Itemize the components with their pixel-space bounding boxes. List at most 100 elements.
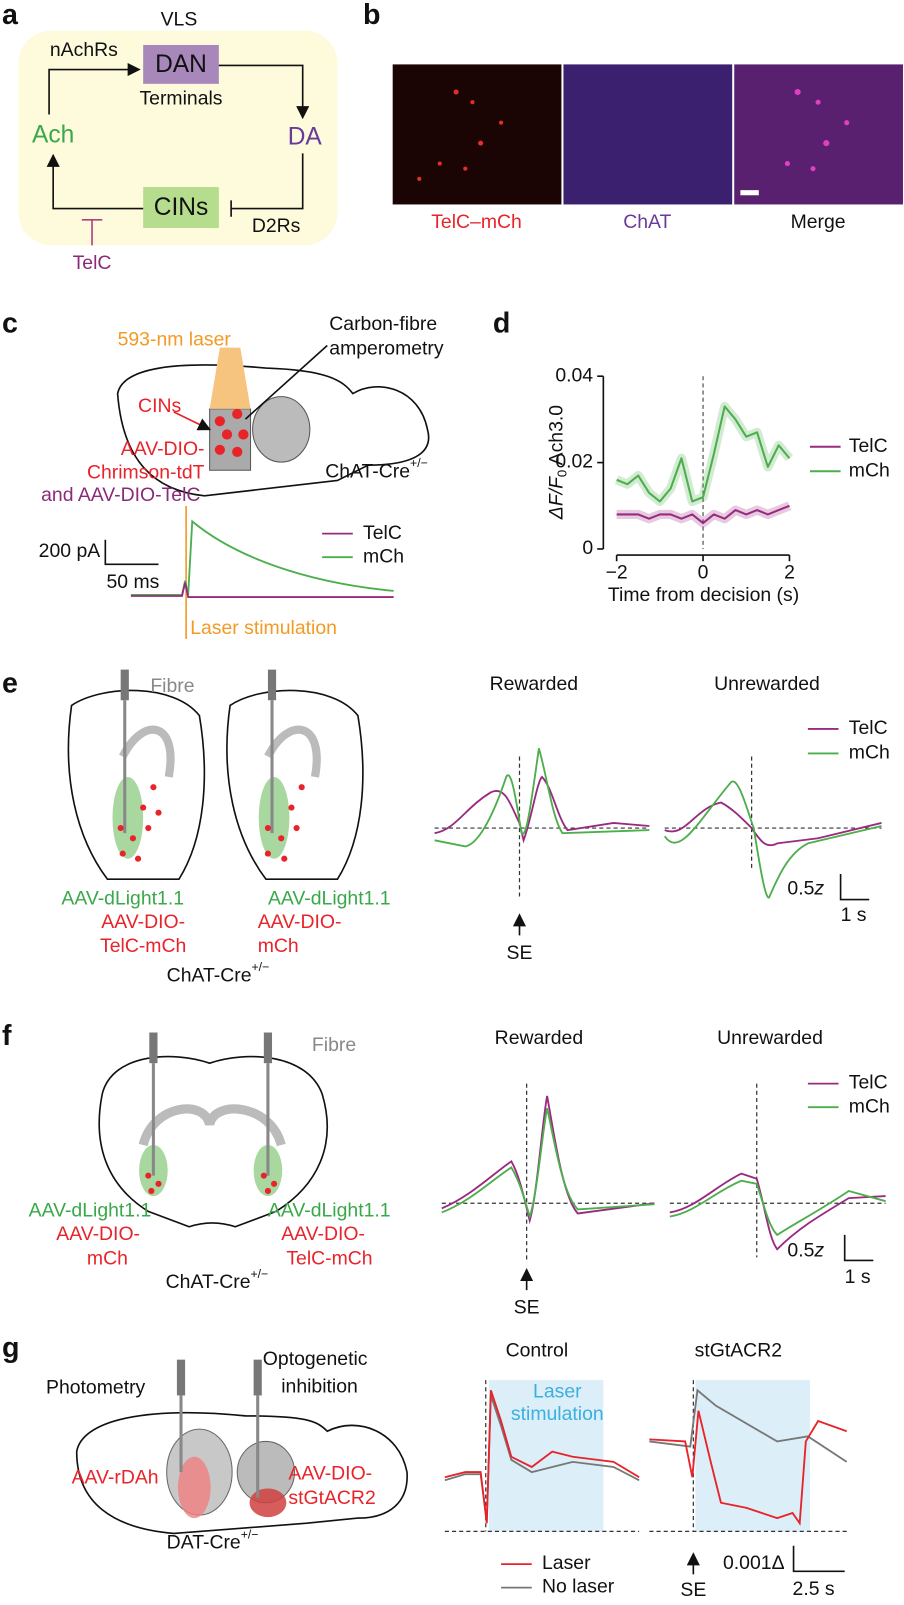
method-label: Photometry: [46, 1376, 146, 1398]
stim-label: stimulation: [511, 1403, 604, 1425]
plot-title: Unrewarded: [717, 1027, 823, 1049]
circle: [298, 784, 305, 791]
circle: [278, 835, 285, 842]
shape: [434, 756, 882, 900]
mouse-label: DAT-Cre+/−: [167, 1528, 259, 1554]
circle: [221, 429, 233, 440]
circle: [214, 416, 225, 427]
virus-label: AAV-DIO-: [281, 1223, 365, 1245]
circle: [145, 1172, 152, 1179]
plot-title: stGtACR2: [695, 1340, 782, 1362]
virus-label: AAV-rDAh: [72, 1466, 159, 1488]
circle: [145, 824, 152, 832]
scale-unit: z: [813, 1239, 824, 1261]
circle: [260, 1172, 267, 1179]
mouse: ChAT-Cre: [167, 964, 252, 986]
circle: [140, 804, 147, 811]
circle: [214, 444, 225, 455]
event-label: SE: [514, 1297, 540, 1319]
legend-label: TelC: [849, 1072, 888, 1094]
y-axis-label: ΔF/F0 Ach3.0: [545, 405, 569, 520]
mouse-sup: +/−: [251, 1267, 269, 1281]
panel-letter: c: [2, 308, 18, 340]
trace: [130, 519, 394, 596]
target: [258, 776, 290, 859]
circle: [844, 120, 850, 126]
virus-label: AAV-DIO-: [288, 1462, 372, 1484]
target: [112, 776, 144, 859]
circle: [119, 850, 126, 857]
circle: [417, 176, 422, 181]
circle: [264, 1187, 271, 1195]
shape: [663, 780, 882, 899]
virus-label: AAV-dLight1.1: [268, 1200, 391, 1222]
shape: [669, 1172, 886, 1251]
cins-box: [143, 187, 219, 228]
virus-label: mCh: [87, 1248, 128, 1270]
panel-f: f Fibre AAV-dLight1.1 AAV-DIO- mCh AAV-d…: [2, 1020, 890, 1318]
circle: [437, 161, 442, 166]
brain-section: [226, 689, 364, 880]
scale-label: 1 s: [841, 904, 867, 926]
panel-c: c 593-nm laser Carbon-fibre amperometry …: [2, 308, 444, 639]
y-tick-label: 0.02: [555, 451, 593, 473]
fibre-label: Fibre: [150, 675, 194, 697]
virus-label: mCh: [258, 935, 299, 957]
shape: [669, 1179, 886, 1237]
virus-label: TelC-mCh: [286, 1248, 372, 1270]
circle: [155, 809, 162, 816]
virus-label: Chrimson-tdT: [87, 461, 205, 483]
virus-label: TelC-mCh: [100, 935, 186, 957]
shape: [444, 1395, 640, 1522]
circle: [232, 408, 243, 420]
scale-bar: [740, 190, 759, 196]
shape: [434, 748, 650, 848]
panel-letter: b: [363, 0, 380, 31]
mouse: DAT-Cre: [167, 1532, 241, 1554]
region-label: VLS: [161, 9, 198, 31]
event-label: SE: [507, 942, 533, 964]
circle: [470, 100, 475, 105]
shape: [441, 1107, 655, 1220]
circle: [293, 824, 300, 832]
mouse-label: ChAT-Cre+/−: [166, 1267, 269, 1293]
circle: [129, 835, 137, 842]
legend-label: TelC: [849, 717, 888, 739]
method-label: amperometry: [329, 338, 444, 360]
shape: [649, 1410, 848, 1526]
legend-label: TelC: [363, 522, 402, 544]
circle: [150, 784, 157, 791]
inhibit: [81, 218, 103, 246]
panel-letter: a: [2, 0, 19, 31]
blocker-label: TelC: [73, 252, 112, 274]
event-label: SE: [680, 1579, 706, 1601]
shape: [664, 801, 882, 847]
rect: [263, 1032, 273, 1064]
stim-label: Laser: [533, 1380, 582, 1402]
inhibit: [230, 153, 304, 217]
cins-label: CINs: [138, 395, 181, 417]
virus-label: AAV-dLight1.1: [29, 1200, 152, 1222]
circle: [453, 89, 459, 95]
shape: [444, 1390, 640, 1524]
panel-letter: e: [2, 668, 18, 700]
x-tick-label: 0: [698, 562, 709, 584]
legend-label: mCh: [849, 459, 890, 481]
circle: [117, 824, 124, 832]
circle: [264, 850, 271, 857]
scale-label: 2.5 s: [793, 1578, 835, 1600]
mouse-sup: +/−: [252, 960, 270, 974]
virus-label: AAV-dLight1.1: [61, 888, 184, 910]
mouse-sup: +/−: [410, 456, 428, 470]
rect: [176, 1359, 186, 1396]
panel-d: d Time from decision (s) ΔF/F0 Ach3.0 00…: [493, 308, 890, 606]
circle: [810, 166, 816, 172]
image: [563, 64, 733, 205]
scale-label: 0.001Δ: [723, 1552, 785, 1574]
series-line: [616, 405, 791, 503]
scale-label: 1 s: [845, 1266, 871, 1288]
image-label: Merge: [791, 211, 846, 233]
rect: [149, 1032, 158, 1064]
circle: [499, 120, 504, 125]
